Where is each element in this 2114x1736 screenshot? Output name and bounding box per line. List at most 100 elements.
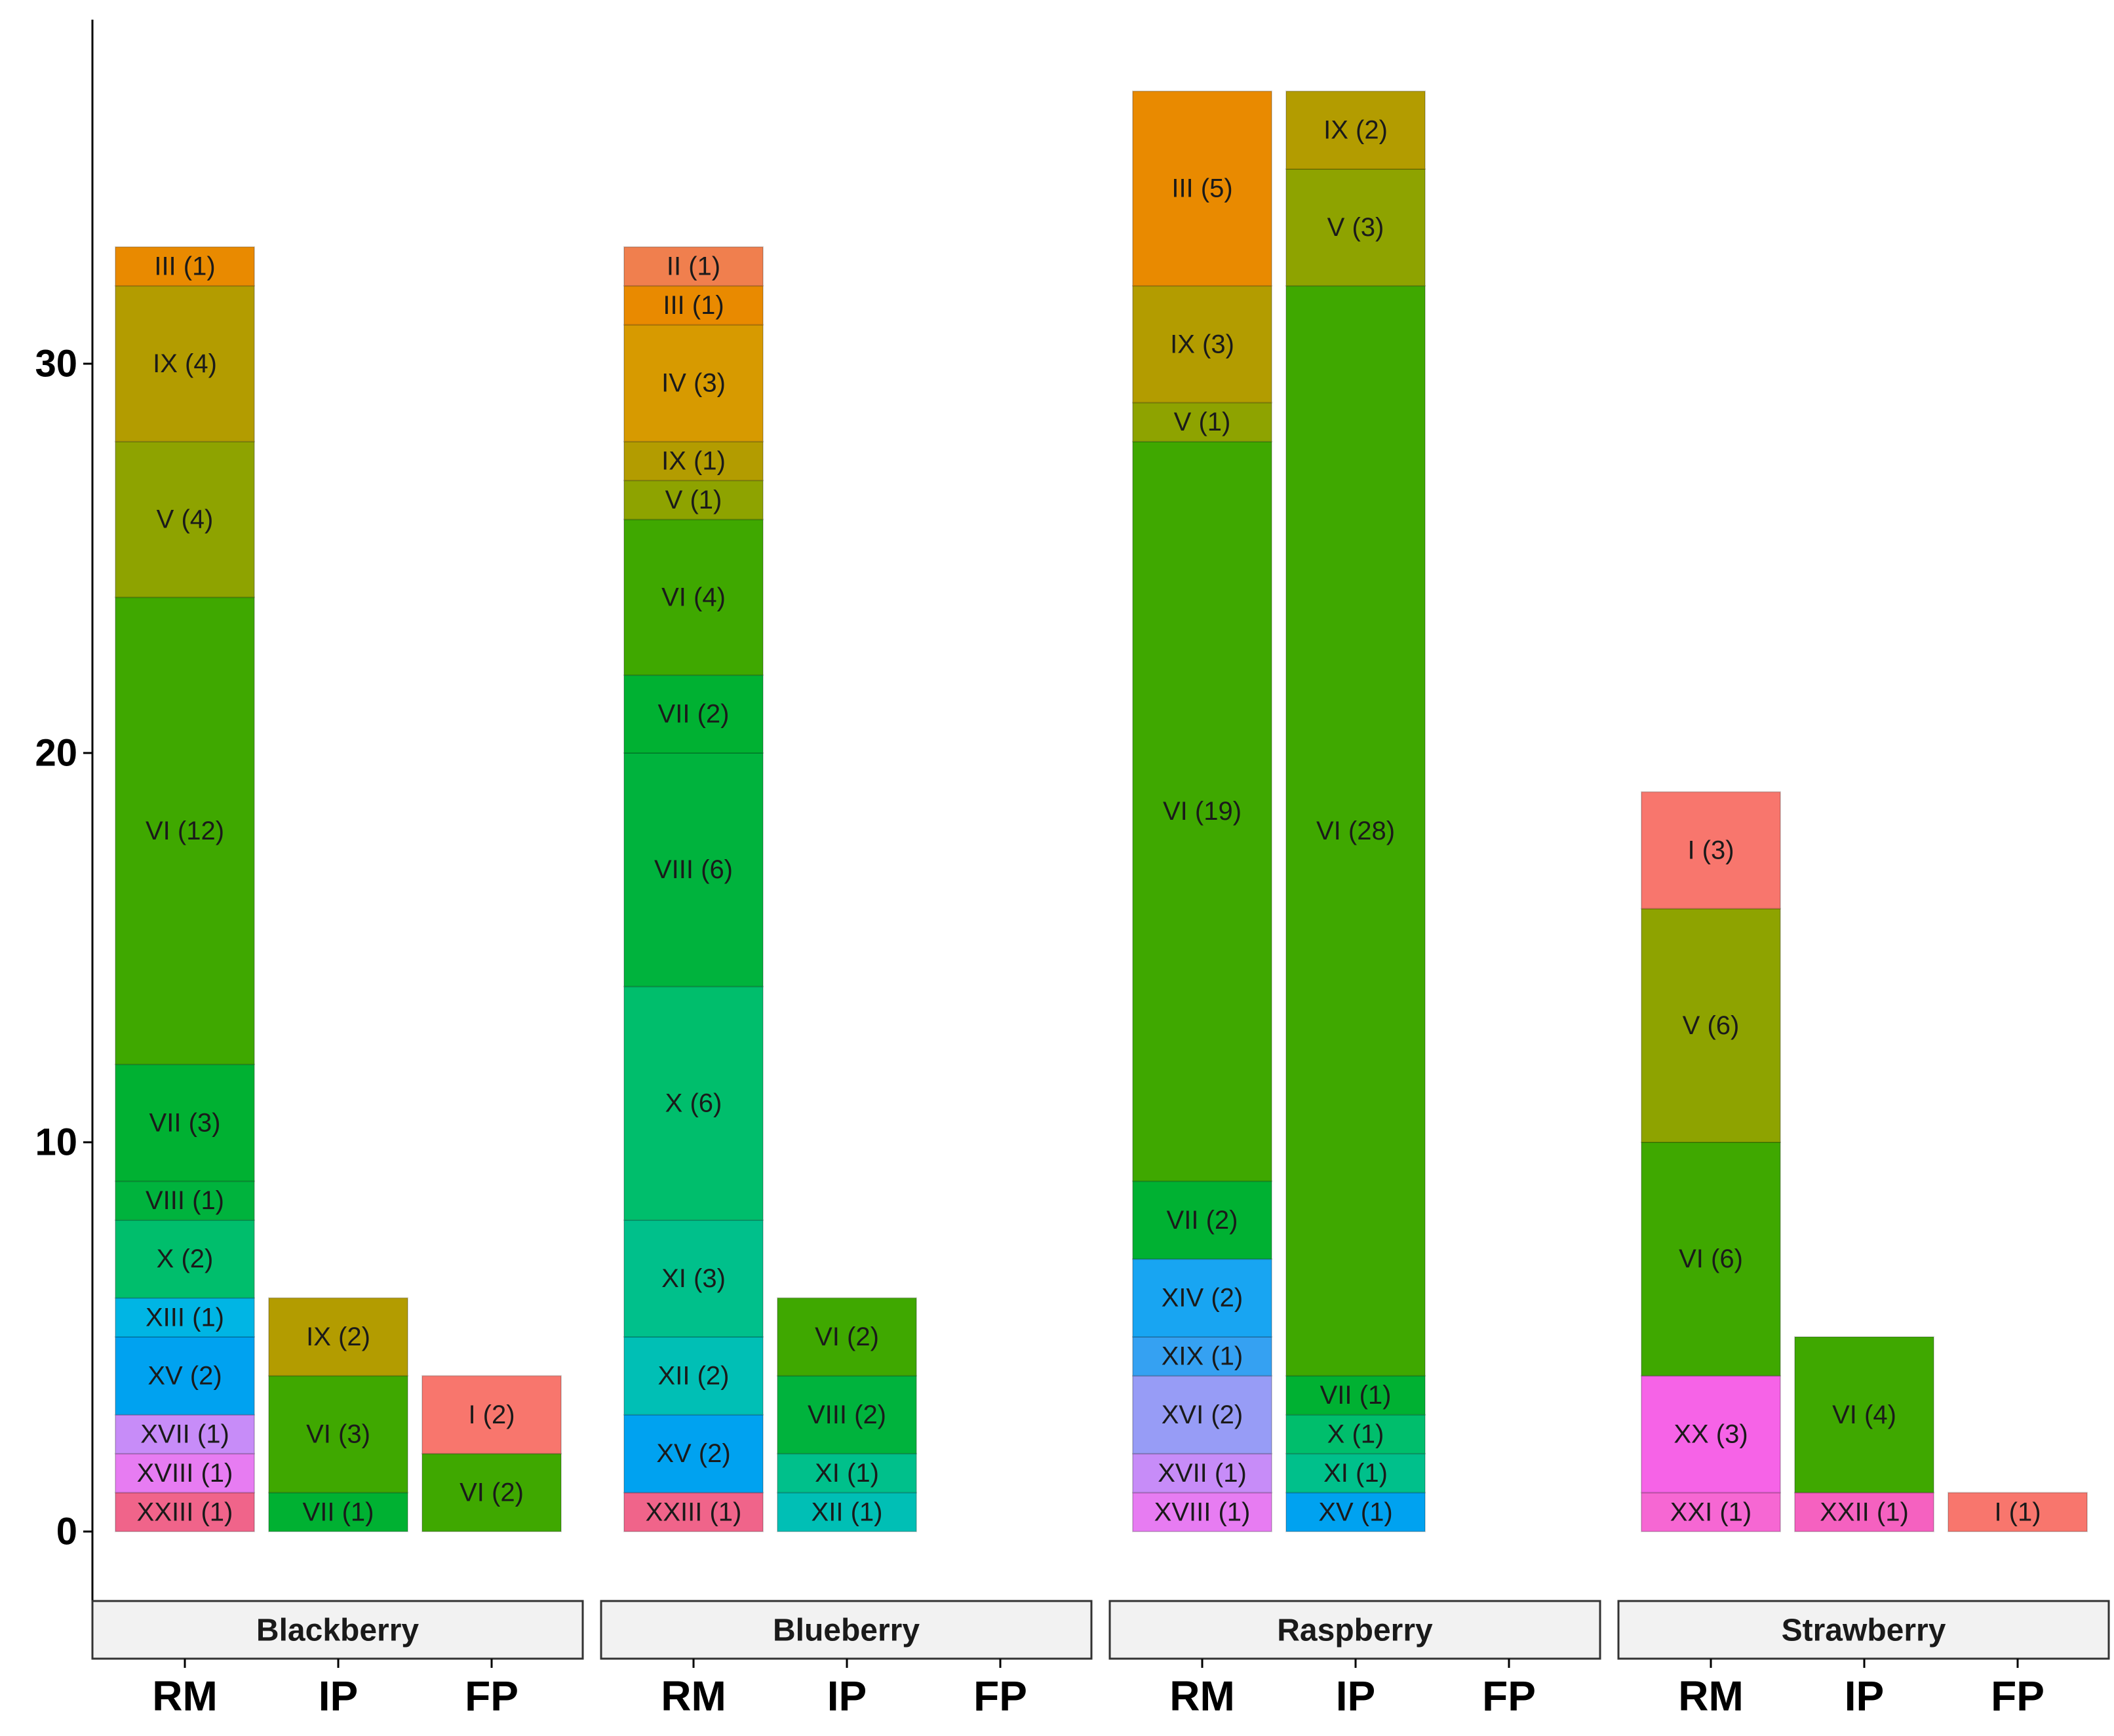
segment-label: VI (2) bbox=[815, 1322, 879, 1351]
bar-segment bbox=[115, 1180, 255, 1221]
bar-segment bbox=[1641, 1375, 1781, 1494]
segment-label: XV (1) bbox=[1318, 1497, 1392, 1526]
bar-segment bbox=[115, 440, 255, 598]
bar-segment bbox=[623, 440, 764, 482]
segment-label: VI (28) bbox=[1316, 817, 1395, 845]
x-tick-label: RM bbox=[1169, 1672, 1235, 1720]
segment-label: VI (19) bbox=[1163, 797, 1242, 826]
segment-label: X (6) bbox=[665, 1089, 722, 1118]
x-tick-label: RM bbox=[1678, 1672, 1744, 1720]
bar-segment bbox=[1641, 908, 1781, 1143]
x-tick-label: FP bbox=[1482, 1672, 1536, 1720]
bar-segment bbox=[1285, 1414, 1426, 1455]
bar-segment bbox=[1285, 90, 1426, 170]
bar-segment bbox=[115, 1492, 255, 1533]
bar-segment bbox=[1641, 1492, 1781, 1533]
segment-label: XX (3) bbox=[1674, 1420, 1748, 1449]
segment-label: XXIII (1) bbox=[137, 1497, 233, 1526]
facet-label: Blackberry bbox=[256, 1613, 419, 1648]
bar-segment bbox=[623, 285, 764, 326]
bar-segment bbox=[1132, 440, 1272, 1182]
x-tick-label: RM bbox=[152, 1672, 218, 1720]
segment-label: XVI (2) bbox=[1162, 1400, 1243, 1429]
segment-label: V (4) bbox=[157, 505, 214, 534]
segment-label: I (3) bbox=[1687, 836, 1734, 865]
segment-label: XVII (1) bbox=[1158, 1459, 1247, 1488]
x-axis-ticks: RM IP FP RM IP FP RM IP FP RM IP FP bbox=[152, 1659, 2045, 1720]
segment-label: XVIII (1) bbox=[1154, 1497, 1251, 1526]
segment-label: V (1) bbox=[665, 486, 722, 514]
bar-segment bbox=[268, 1492, 408, 1533]
bar-segment bbox=[777, 1453, 917, 1494]
facet-strip bbox=[91, 1600, 584, 1660]
segment-label: VI (3) bbox=[306, 1420, 370, 1449]
bar-segment bbox=[623, 752, 764, 988]
bar-segment bbox=[623, 480, 764, 520]
bar-segment bbox=[1132, 90, 1272, 287]
segment-label: IX (4) bbox=[153, 349, 217, 378]
x-tick-label: IP bbox=[827, 1672, 867, 1720]
bar-segment bbox=[623, 1219, 764, 1338]
bar-segment bbox=[1794, 1492, 1934, 1533]
segment-label: IX (2) bbox=[1323, 116, 1388, 145]
segment-label: III (1) bbox=[154, 252, 215, 281]
bar-segment bbox=[1285, 168, 1426, 287]
bar-segment bbox=[115, 1297, 255, 1338]
segment-label: XIII (1) bbox=[146, 1303, 224, 1332]
segment-label: V (6) bbox=[1683, 1011, 1740, 1040]
segment-label: I (2) bbox=[468, 1400, 515, 1429]
bar-segment bbox=[115, 1336, 255, 1416]
bar-segment bbox=[777, 1492, 917, 1533]
facet-strip bbox=[600, 1600, 1093, 1660]
segment-label: VI (12) bbox=[146, 817, 224, 845]
y-tick-label: 10 bbox=[35, 1121, 77, 1164]
segment-label: VII (3) bbox=[149, 1108, 221, 1137]
bar-segment bbox=[1641, 791, 1781, 910]
segment-label: II (1) bbox=[667, 252, 720, 281]
x-tick-label: FP bbox=[1991, 1672, 2045, 1720]
segment-label: I (1) bbox=[1994, 1497, 2041, 1526]
bars-layer: XXIII (1) XVIII (1) XVII (1) XV (2) XIII (1)… bbox=[115, 90, 2088, 1533]
facet-strips: Blackberry Blueberry Raspberry Strawberry bbox=[91, 1600, 2110, 1660]
segment-label: X (2) bbox=[157, 1244, 214, 1273]
bar-segment bbox=[1132, 1180, 1272, 1260]
segment-label: XII (2) bbox=[658, 1361, 730, 1390]
bar-segment bbox=[421, 1375, 562, 1455]
bar-segment bbox=[623, 1414, 764, 1494]
segment-label: VII (2) bbox=[658, 700, 730, 729]
y-tick-label: 30 bbox=[35, 343, 77, 385]
segment-label: VII (1) bbox=[303, 1497, 374, 1526]
bar-segment bbox=[623, 1336, 764, 1416]
bar-segment bbox=[1132, 1336, 1272, 1377]
segment-label: IV (3) bbox=[661, 369, 726, 398]
x-tick-label: IP bbox=[1336, 1672, 1375, 1720]
bar-segment bbox=[1285, 285, 1426, 1377]
bar-segment bbox=[623, 1492, 764, 1533]
bar-segment bbox=[1285, 1492, 1426, 1533]
segment-label: III (1) bbox=[663, 291, 724, 320]
x-tick-label: FP bbox=[465, 1672, 519, 1720]
bar-segment bbox=[115, 246, 255, 287]
bar-segment bbox=[115, 596, 255, 1066]
segment-label: XI (1) bbox=[1323, 1459, 1388, 1488]
segment-label: XV (2) bbox=[147, 1361, 222, 1390]
facet-label: Blueberry bbox=[773, 1613, 920, 1648]
segment-label: V (1) bbox=[1174, 408, 1231, 436]
bar-segment bbox=[623, 674, 764, 754]
bar-segment bbox=[1132, 1375, 1272, 1455]
segment-label: IX (3) bbox=[1170, 330, 1234, 358]
segment-label: XXII (1) bbox=[1820, 1497, 1909, 1526]
segment-label: VIII (1) bbox=[146, 1186, 224, 1215]
segment-label: XI (3) bbox=[661, 1264, 726, 1293]
segment-label: XXIII (1) bbox=[646, 1497, 742, 1526]
bar-segment bbox=[1948, 1492, 2088, 1533]
y-tick-label: 20 bbox=[35, 732, 77, 775]
bar-segment bbox=[1132, 1453, 1272, 1494]
bar-segment bbox=[115, 1064, 255, 1182]
segment-label: XV (2) bbox=[656, 1439, 730, 1468]
bar-segment bbox=[421, 1453, 562, 1532]
segment-label: VI (4) bbox=[1832, 1400, 1896, 1429]
bar-segment bbox=[623, 518, 764, 676]
bar-segment bbox=[623, 324, 764, 442]
